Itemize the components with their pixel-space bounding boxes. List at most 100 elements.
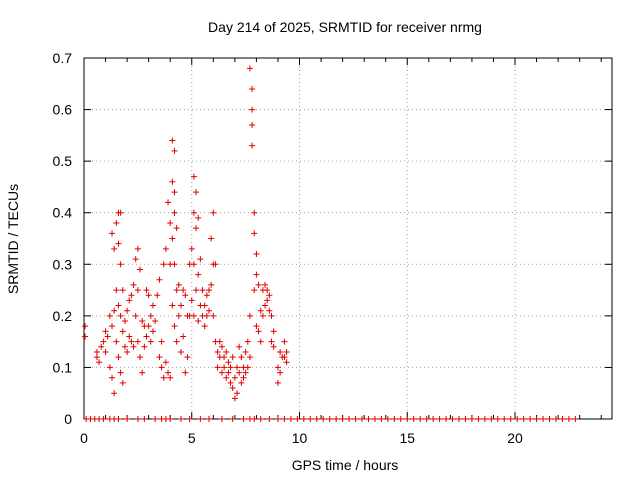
data-point — [175, 281, 182, 288]
data-point — [223, 374, 230, 381]
data-point — [262, 302, 269, 309]
data-point — [158, 364, 165, 371]
data-point — [246, 65, 253, 72]
data-point — [195, 271, 202, 278]
data-point — [283, 359, 290, 366]
data-point — [167, 374, 174, 381]
data-point — [251, 230, 258, 237]
y-tick-label: 0.3 — [53, 256, 73, 272]
data-point — [134, 338, 141, 345]
data-point — [119, 379, 126, 386]
data-point — [359, 416, 366, 422]
data-point — [124, 307, 131, 314]
data-point — [268, 338, 275, 345]
data-point — [540, 416, 547, 422]
data-point — [307, 416, 314, 422]
data-point — [214, 364, 221, 371]
data-point — [132, 312, 139, 319]
data-point — [141, 416, 148, 422]
data-point — [507, 416, 514, 422]
data-point — [326, 416, 333, 422]
data-point — [117, 312, 124, 319]
data-point — [481, 416, 488, 422]
axis-ticks: 0 5 10 15 20 0 0.1 0.2 0.3 0.4 0.5 0.6 0.7 — [53, 50, 612, 446]
data-point — [244, 364, 251, 371]
data-point — [115, 302, 122, 309]
data-point — [111, 390, 118, 397]
data-point — [255, 281, 262, 288]
data-point — [234, 390, 241, 397]
data-point — [501, 416, 508, 422]
data-point — [124, 416, 131, 422]
data-point — [281, 354, 288, 361]
data-point — [462, 416, 469, 422]
data-point — [565, 416, 572, 422]
data-point — [203, 292, 210, 299]
data-points — [82, 65, 579, 422]
data-point — [274, 416, 281, 422]
data-point — [231, 374, 238, 381]
data-point — [130, 281, 137, 288]
data-point — [109, 230, 116, 237]
data-point — [552, 416, 559, 422]
data-point — [171, 147, 178, 154]
x-tick-label: 20 — [507, 430, 523, 446]
data-point — [391, 416, 398, 422]
data-point — [205, 287, 212, 294]
data-point — [126, 297, 133, 304]
data-point — [216, 338, 223, 345]
data-point — [190, 173, 197, 180]
data-point — [249, 122, 256, 129]
data-point — [93, 348, 100, 355]
data-point — [201, 323, 208, 330]
data-point — [218, 343, 225, 350]
data-point — [218, 369, 225, 376]
data-point — [156, 276, 163, 283]
data-point — [514, 416, 521, 422]
data-point — [212, 261, 219, 268]
data-point — [177, 302, 184, 309]
data-point — [346, 416, 353, 422]
data-point — [210, 209, 217, 216]
data-point — [173, 287, 180, 294]
data-point — [106, 312, 113, 319]
data-point — [287, 416, 294, 422]
data-point — [165, 369, 172, 376]
data-point — [180, 287, 187, 294]
data-point — [320, 416, 327, 422]
data-point — [238, 379, 245, 386]
data-point — [242, 348, 249, 355]
y-tick-label: 0.4 — [53, 205, 73, 221]
data-point — [117, 369, 124, 376]
data-point — [443, 416, 450, 422]
data-point — [468, 416, 475, 422]
data-point — [205, 416, 212, 422]
data-point — [475, 416, 482, 422]
data-point — [251, 416, 258, 422]
data-point — [234, 364, 241, 371]
data-point — [417, 416, 424, 422]
data-point — [113, 220, 120, 227]
data-point — [264, 297, 271, 304]
data-point — [253, 323, 260, 330]
data-point — [225, 359, 232, 366]
data-point — [397, 416, 404, 422]
data-point — [365, 416, 372, 422]
data-point — [210, 312, 217, 319]
data-point — [227, 379, 234, 386]
data-point — [227, 364, 234, 371]
data-point — [169, 235, 176, 242]
data-point — [199, 287, 206, 294]
data-point — [259, 312, 266, 319]
data-point — [371, 416, 378, 422]
data-point — [169, 302, 176, 309]
data-point — [188, 297, 195, 304]
data-point — [274, 364, 281, 371]
data-point — [201, 302, 208, 309]
data-point — [190, 261, 197, 268]
data-point — [449, 416, 456, 422]
data-point — [109, 323, 116, 330]
data-point — [255, 328, 262, 335]
data-point — [270, 328, 277, 335]
data-point — [160, 374, 167, 381]
